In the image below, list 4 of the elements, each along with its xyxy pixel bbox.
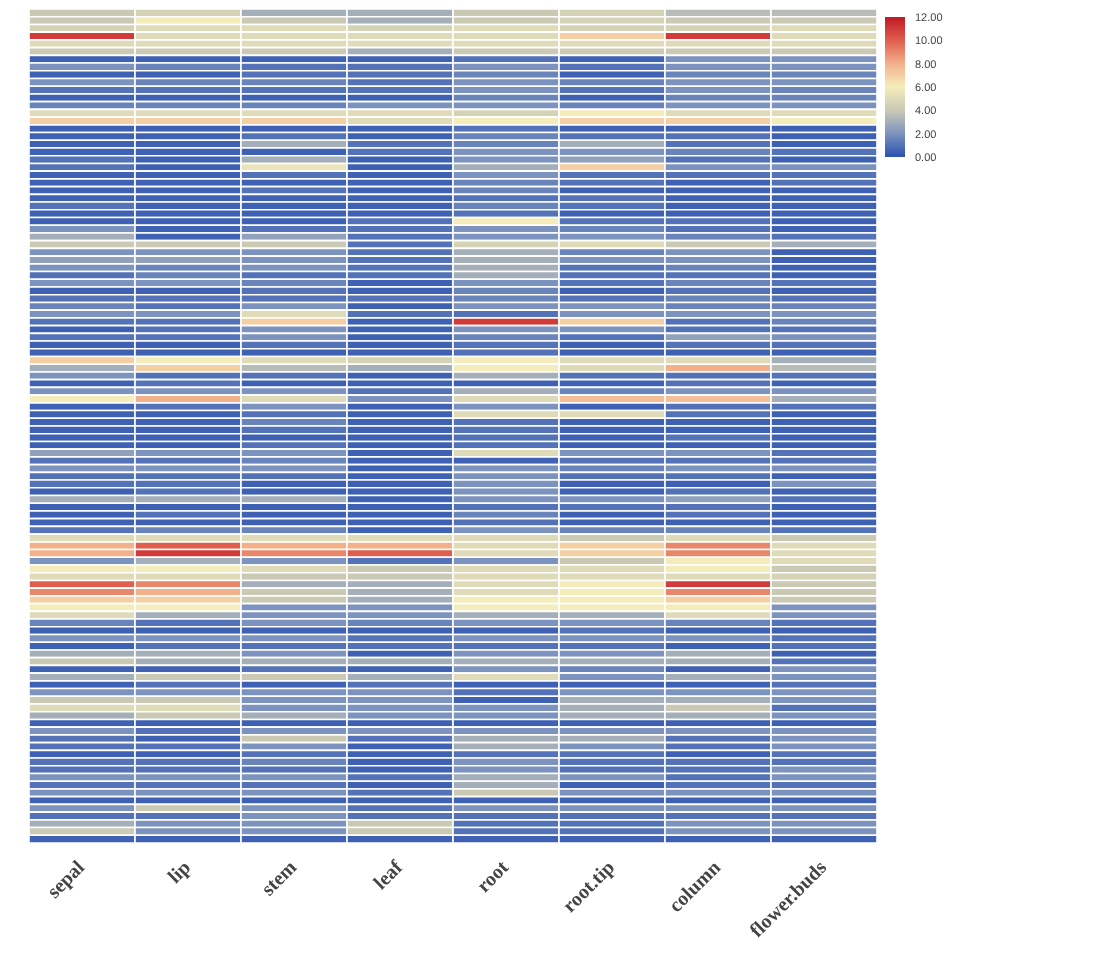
x-tick-label: leaf <box>370 856 409 895</box>
x-tick-label: root <box>473 856 515 898</box>
x-tick-label: lip <box>164 856 197 889</box>
x-tick-label: stem <box>257 856 303 902</box>
